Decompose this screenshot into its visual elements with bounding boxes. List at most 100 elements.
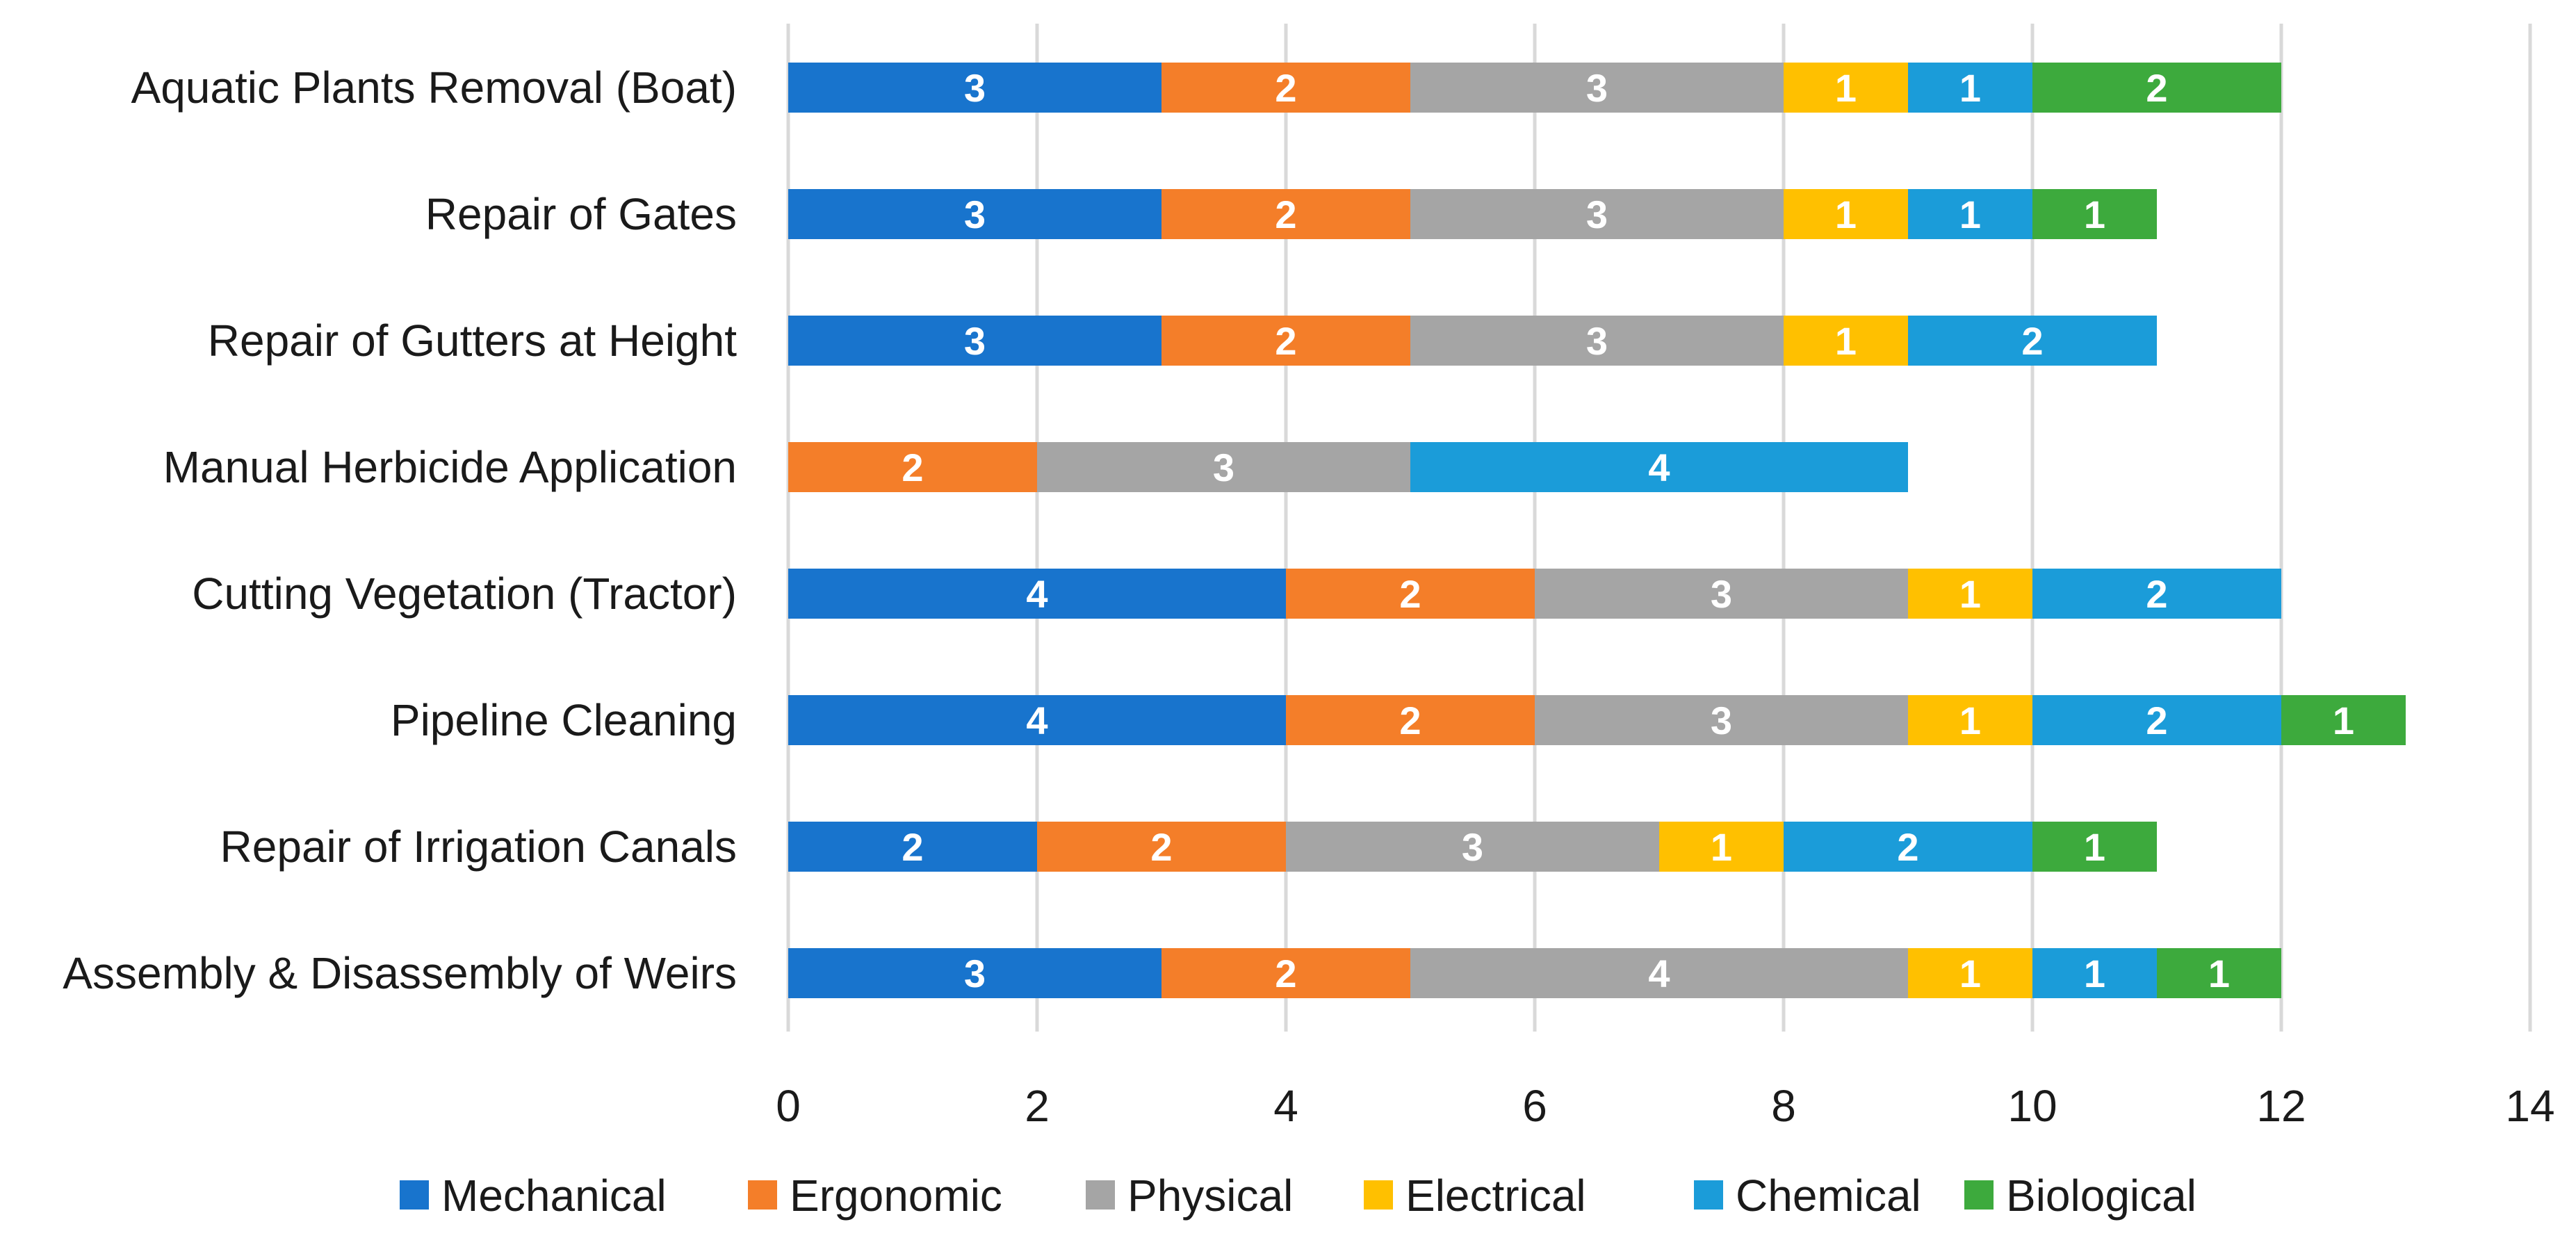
- data-label-chemical: 1: [1959, 66, 1981, 110]
- bar-segment-electrical: [1784, 316, 1908, 366]
- bar-segment-physical: [1535, 695, 1908, 745]
- bar-segment-electrical: [1784, 189, 1908, 239]
- bars: 3 2 3 1 1 2 3 2 3 1 1 1 3 2 3 1 2 2 3 4 4 2 3 1 2 4 2 3 1 2 1 2 2 3 1 2 1 3 2 4…: [788, 63, 2406, 998]
- data-label-chemical: 2: [1897, 825, 1918, 869]
- category-axis-labels: Aquatic Plants Removal (Boat) Repair of G…: [63, 63, 737, 998]
- data-label-ergonomic: 2: [1150, 825, 1172, 869]
- data-label-physical: 3: [1586, 193, 1608, 236]
- category-label: Repair of Irrigation Canals: [220, 822, 737, 872]
- data-label-physical: 3: [1586, 319, 1608, 363]
- data-label-ergonomic: 2: [1275, 319, 1296, 363]
- legend-label-electrical: Electrical: [1405, 1171, 1586, 1221]
- x-tick-label: 10: [2007, 1081, 2057, 1131]
- data-label-mechanical: 2: [902, 825, 923, 869]
- data-label-mechanical: 3: [964, 319, 986, 363]
- bar-segment-ergonomic: [1161, 189, 1410, 239]
- bar-segment-ergonomic: [1161, 316, 1410, 366]
- category-label: Cutting Vegetation (Tractor): [192, 569, 737, 619]
- legend-label-ergonomic: Ergonomic: [790, 1171, 1002, 1221]
- x-tick-label: 4: [1273, 1081, 1298, 1131]
- legend-label-biological: Biological: [2006, 1171, 2196, 1221]
- bar-segment-physical: [1410, 948, 1908, 998]
- data-label-ergonomic: 2: [1275, 952, 1296, 995]
- bar-segment-electrical: [1659, 822, 1784, 872]
- bar-segment-electrical: [1908, 948, 2032, 998]
- x-tick-label: 0: [776, 1081, 801, 1131]
- data-label-electrical: 1: [1711, 825, 1732, 869]
- data-label-biological: 1: [2084, 825, 2105, 869]
- data-label-chemical: 1: [2084, 952, 2105, 995]
- category-label: Manual Herbicide Application: [163, 442, 737, 492]
- data-label-chemical: 2: [2146, 699, 2167, 742]
- x-tick-label: 14: [2505, 1081, 2554, 1131]
- legend-swatch-electrical: [1364, 1180, 1393, 1210]
- bar-segment-ergonomic: [1037, 822, 1286, 872]
- bar-segment-biological: [2157, 948, 2281, 998]
- bar-segment-chemical: [1908, 63, 2032, 113]
- data-label-mechanical: 4: [1026, 572, 1047, 616]
- data-label-chemical: 4: [1648, 446, 1670, 489]
- bar-segment-ergonomic: [1161, 948, 1410, 998]
- bar-segment-chemical: [1784, 822, 2032, 872]
- bar-segment-mechanical: [788, 695, 1286, 745]
- bar-segment-chemical: [2032, 695, 2281, 745]
- data-label-electrical: 1: [1959, 572, 1981, 616]
- category-label: Assembly & Disassembly of Weirs: [63, 948, 737, 998]
- bar-segment-chemical: [1410, 442, 1908, 492]
- bar-segment-physical: [1410, 316, 1784, 366]
- legend: Mechanical Ergonomic Physical Electrical Che…: [400, 1171, 2196, 1221]
- bar-segment-electrical: [1784, 63, 1908, 113]
- bar-segment-mechanical: [788, 569, 1286, 619]
- value-axis-tick-labels: 0 2 4 6 8 10 12 14: [776, 1081, 2554, 1131]
- data-label-physical: 3: [1462, 825, 1483, 869]
- data-label-physical: 4: [1648, 952, 1670, 995]
- bar-segment-biological: [2281, 695, 2406, 745]
- legend-swatch-ergonomic: [748, 1180, 777, 1210]
- legend-swatch-biological: [1964, 1180, 1994, 1210]
- legend-swatch-mechanical: [400, 1180, 429, 1210]
- x-tick-label: 12: [2256, 1081, 2306, 1131]
- data-label-electrical: 1: [1835, 66, 1857, 110]
- data-label-mechanical: 3: [964, 193, 986, 236]
- bar-segment-mechanical: [788, 948, 1161, 998]
- bar-segment-mechanical: [788, 822, 1037, 872]
- bar-segment-biological: [2032, 822, 2157, 872]
- bar-segment-physical: [1037, 442, 1410, 492]
- data-label-ergonomic: 2: [1399, 572, 1421, 616]
- bar-segment-chemical: [2032, 569, 2281, 619]
- bar-segment-ergonomic: [788, 442, 1037, 492]
- bar-segment-mechanical: [788, 63, 1161, 113]
- category-label: Aquatic Plants Removal (Boat): [131, 63, 737, 113]
- bar-segment-chemical: [2032, 948, 2157, 998]
- bar-segment-physical: [1286, 822, 1659, 872]
- data-label-ergonomic: 2: [1275, 66, 1296, 110]
- data-label-electrical: 1: [1835, 319, 1857, 363]
- data-label-chemical: 2: [2021, 319, 2043, 363]
- bar-segment-ergonomic: [1286, 569, 1535, 619]
- category-label: Repair of Gutters at Height: [208, 316, 737, 366]
- category-label: Repair of Gates: [425, 189, 737, 239]
- data-label-physical: 3: [1213, 446, 1234, 489]
- bar-segment-physical: [1410, 63, 1784, 113]
- data-label-electrical: 1: [1835, 193, 1857, 236]
- bar-segment-chemical: [1908, 316, 2157, 366]
- data-label-chemical: 2: [2146, 572, 2167, 616]
- bar-segment-ergonomic: [1161, 63, 1410, 113]
- bar-segment-mechanical: [788, 316, 1161, 366]
- data-label-mechanical: 4: [1026, 699, 1047, 742]
- x-tick-label: 2: [1025, 1081, 1050, 1131]
- data-label-ergonomic: 2: [1399, 699, 1421, 742]
- data-label-ergonomic: 2: [902, 446, 923, 489]
- data-label-mechanical: 3: [964, 66, 986, 110]
- bar-segment-chemical: [1908, 189, 2032, 239]
- data-label-mechanical: 3: [964, 952, 986, 995]
- data-label-physical: 3: [1711, 572, 1732, 616]
- data-label-physical: 3: [1711, 699, 1732, 742]
- bar-segment-electrical: [1908, 695, 2032, 745]
- data-label-electrical: 1: [1959, 699, 1981, 742]
- legend-swatch-physical: [1086, 1180, 1115, 1210]
- data-label-biological: 2: [2146, 66, 2167, 110]
- legend-label-physical: Physical: [1127, 1171, 1293, 1221]
- bar-segment-electrical: [1908, 569, 2032, 619]
